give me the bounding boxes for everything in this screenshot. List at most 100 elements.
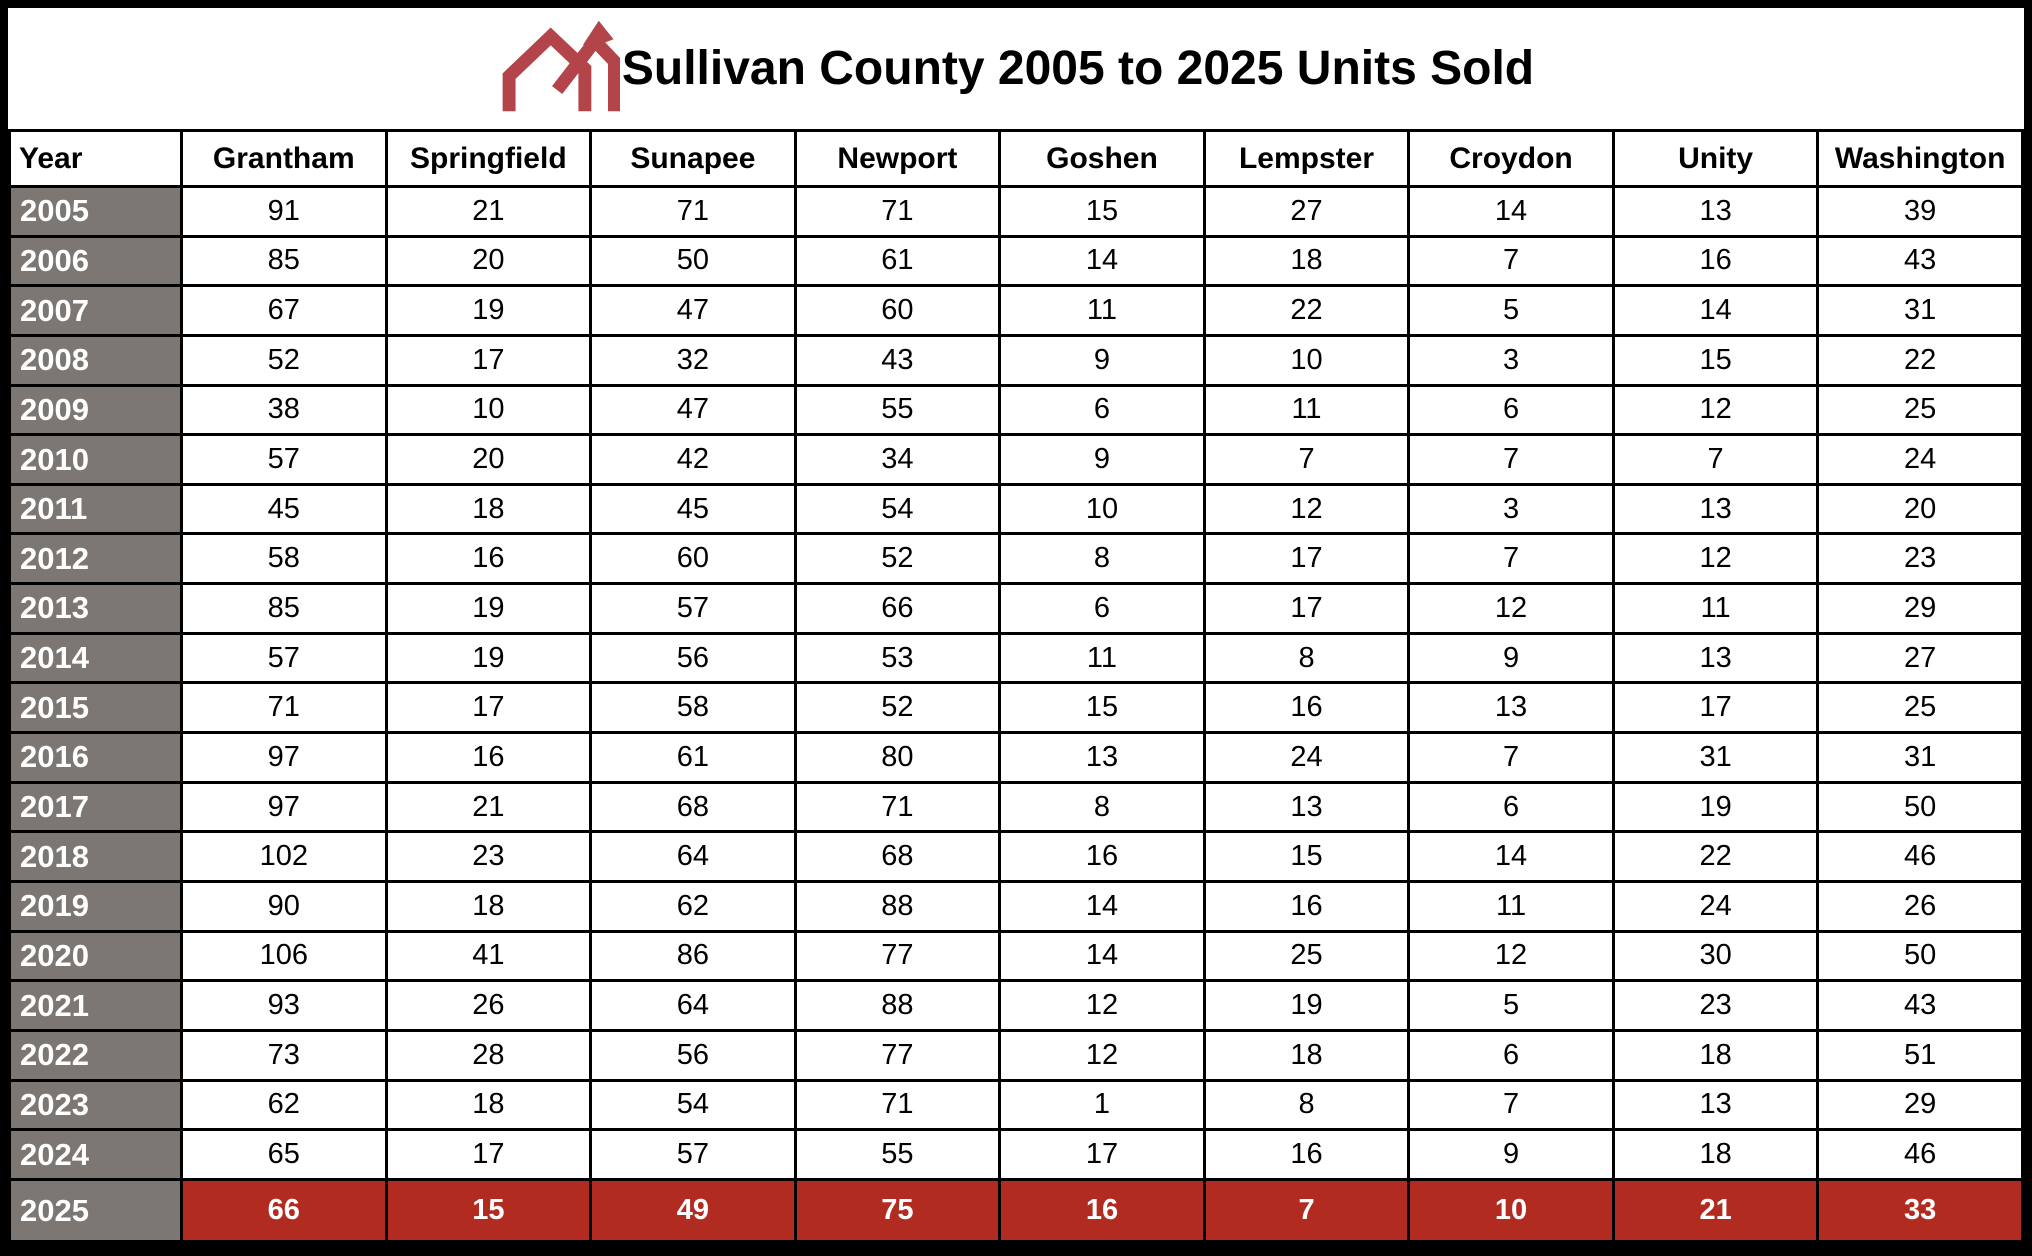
value-cell: 51 xyxy=(1816,1028,2024,1082)
value-cell: 13 xyxy=(1407,681,1615,735)
value-cell: 60 xyxy=(793,284,1002,337)
value-cell: 47 xyxy=(589,383,797,437)
year-cell: 2013 xyxy=(8,582,183,635)
value-cell: 9 xyxy=(998,433,1206,486)
value-cell: 12 xyxy=(1407,929,1615,983)
value-cell: 21 xyxy=(384,185,593,238)
value-cell: 49 xyxy=(589,1178,797,1243)
value-cell: 29 xyxy=(1816,582,2024,635)
value-cell: 19 xyxy=(1202,979,1411,1032)
value-cell: 61 xyxy=(589,731,797,784)
value-cell: 27 xyxy=(1816,631,2024,685)
value-cell: 21 xyxy=(1611,1178,1820,1243)
value-cell: 80 xyxy=(793,731,1002,784)
value-cell: 20 xyxy=(1816,482,2024,536)
value-cell: 7 xyxy=(1202,433,1411,486)
value-cell: 67 xyxy=(180,284,388,337)
value-cell: 86 xyxy=(589,929,797,983)
value-cell: 3 xyxy=(1407,482,1615,536)
table-row-2024: 2024 65 17 57 55 17 16 9 18 46 xyxy=(8,1128,2024,1181)
value-cell: 13 xyxy=(1611,631,1820,685)
value-cell: 56 xyxy=(589,631,797,685)
value-cell: 17 xyxy=(998,1128,1206,1181)
title-bar: Sullivan County 2005 to 2025 Units Sold xyxy=(8,8,2024,129)
table-row-2025: 2025 66 15 49 75 16 7 10 21 33 xyxy=(8,1178,2024,1243)
column-header-washington: Washington xyxy=(1816,129,2024,188)
value-cell: 18 xyxy=(384,879,593,933)
column-header-goshen: Goshen xyxy=(998,129,1206,188)
value-cell: 64 xyxy=(589,979,797,1032)
value-cell: 23 xyxy=(1611,979,1820,1032)
value-cell: 52 xyxy=(793,532,1002,586)
value-cell: 50 xyxy=(1816,929,2024,983)
value-cell: 18 xyxy=(384,482,593,536)
value-cell: 13 xyxy=(998,731,1206,784)
value-cell: 3 xyxy=(1407,333,1615,387)
value-cell: 62 xyxy=(180,1078,388,1132)
value-cell: 52 xyxy=(793,681,1002,735)
value-cell: 16 xyxy=(384,532,593,586)
value-cell: 5 xyxy=(1407,284,1615,337)
value-cell: 9 xyxy=(1407,631,1615,685)
value-cell: 106 xyxy=(180,929,388,983)
value-cell: 85 xyxy=(180,582,388,635)
year-cell: 2025 xyxy=(8,1178,183,1243)
value-cell: 31 xyxy=(1816,284,2024,337)
value-cell: 34 xyxy=(793,433,1002,486)
value-cell: 16 xyxy=(1611,234,1820,288)
value-cell: 71 xyxy=(793,780,1002,834)
value-cell: 8 xyxy=(998,780,1206,834)
year-cell: 2007 xyxy=(8,284,183,337)
value-cell: 17 xyxy=(1202,582,1411,635)
value-cell: 25 xyxy=(1202,929,1411,983)
value-cell: 42 xyxy=(589,433,797,486)
value-cell: 18 xyxy=(1202,234,1411,288)
value-cell: 77 xyxy=(793,1028,1002,1082)
header-row: Year Grantham Springfield Sunapee Newport Gos… xyxy=(8,129,2024,188)
value-cell: 23 xyxy=(1816,532,2024,586)
value-cell: 8 xyxy=(1202,1078,1411,1132)
value-cell: 50 xyxy=(589,234,797,288)
value-cell: 9 xyxy=(998,333,1206,387)
year-cell: 2005 xyxy=(8,185,183,238)
value-cell: 17 xyxy=(384,1128,593,1181)
value-cell: 85 xyxy=(180,234,388,288)
value-cell: 71 xyxy=(793,1078,1002,1132)
year-cell: 2012 xyxy=(8,532,183,586)
table-row-2019: 2019 90 18 62 88 14 16 11 24 26 xyxy=(8,879,2024,933)
value-cell: 6 xyxy=(998,582,1206,635)
value-cell: 11 xyxy=(1202,383,1411,437)
year-cell: 2018 xyxy=(8,830,183,883)
value-cell: 12 xyxy=(1611,532,1820,586)
value-cell: 27 xyxy=(1202,185,1411,238)
column-header-newport: Newport xyxy=(793,129,1002,188)
table-row-2023: 2023 62 18 54 71 1 8 7 13 29 xyxy=(8,1078,2024,1132)
value-cell: 15 xyxy=(1202,830,1411,883)
value-cell: 73 xyxy=(180,1028,388,1082)
year-cell: 2010 xyxy=(8,433,183,486)
value-cell: 8 xyxy=(1202,631,1411,685)
value-cell: 75 xyxy=(793,1178,1002,1243)
value-cell: 60 xyxy=(589,532,797,586)
table-row-2006: 2006 85 20 50 61 14 18 7 16 43 xyxy=(8,234,2024,288)
value-cell: 10 xyxy=(1407,1178,1615,1243)
value-cell: 18 xyxy=(1611,1128,1820,1181)
table-row-2012: 2012 58 16 60 52 8 17 7 12 23 xyxy=(8,532,2024,586)
value-cell: 15 xyxy=(384,1178,593,1243)
value-cell: 97 xyxy=(180,731,388,784)
value-cell: 24 xyxy=(1816,433,2024,486)
value-cell: 17 xyxy=(1611,681,1820,735)
value-cell: 58 xyxy=(589,681,797,735)
value-cell: 45 xyxy=(589,482,797,536)
value-cell: 66 xyxy=(180,1178,388,1243)
value-cell: 53 xyxy=(793,631,1002,685)
value-cell: 18 xyxy=(1611,1028,1820,1082)
value-cell: 33 xyxy=(1816,1178,2024,1243)
table-row-2016: 2016 97 16 61 80 13 24 7 31 31 xyxy=(8,731,2024,784)
value-cell: 12 xyxy=(998,1028,1206,1082)
year-cell: 2015 xyxy=(8,681,183,735)
value-cell: 77 xyxy=(793,929,1002,983)
year-cell: 2017 xyxy=(8,780,183,834)
value-cell: 7 xyxy=(1407,433,1615,486)
value-cell: 71 xyxy=(793,185,1002,238)
